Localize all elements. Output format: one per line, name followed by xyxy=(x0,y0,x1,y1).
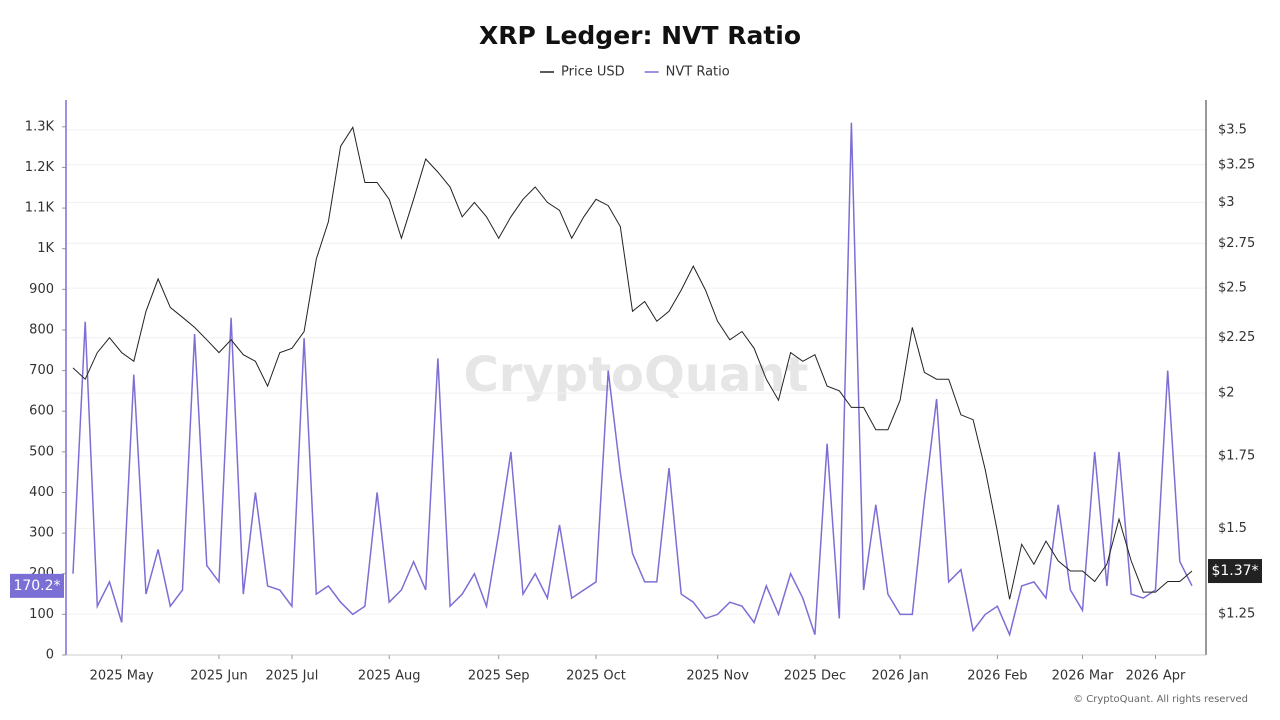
x-tick-label: 2026 Apr xyxy=(1126,669,1186,684)
y2-tick-label: $1.75 xyxy=(1218,448,1255,463)
y2-tick-label: $2.75 xyxy=(1218,236,1255,251)
series-line xyxy=(72,122,1193,638)
current-value-badge xyxy=(1208,559,1262,584)
y2-tick-label: $3.25 xyxy=(1218,157,1255,172)
y-tick-label: 700 xyxy=(29,363,54,378)
y2-tick-label: $1.25 xyxy=(1218,607,1255,622)
y-tick-label: 0 xyxy=(46,648,54,663)
current-value-badge xyxy=(10,573,64,598)
y-tick-label: 800 xyxy=(29,322,54,337)
y-tick-label: 300 xyxy=(29,526,54,541)
y-tick-label: 1K xyxy=(37,241,54,256)
y2-tick-label: $2.5 xyxy=(1218,281,1247,296)
legend-label: NVT Ratio xyxy=(666,65,730,80)
x-tick-label: 2026 Jan xyxy=(871,669,928,684)
y2-tick-label: $3 xyxy=(1218,195,1235,210)
watermark: CryptoQuant xyxy=(464,347,809,403)
series-line xyxy=(72,126,1193,600)
current-value-label: 170.2* xyxy=(13,578,60,594)
x-tick-label: 2025 Nov xyxy=(686,669,749,684)
x-tick-label: 2026 Mar xyxy=(1052,669,1114,684)
x-tick-label: 2026 Feb xyxy=(967,669,1027,684)
y-tick-label: 500 xyxy=(29,444,54,459)
y2-tick-label: $1.5 xyxy=(1218,521,1247,536)
y2-tick-label: $2.25 xyxy=(1218,330,1255,345)
x-tick-label: 2025 Jul xyxy=(265,669,318,684)
footer: © CryptoQuant. All rights reserved xyxy=(1073,694,1248,705)
y2-tick-label: $3.5 xyxy=(1218,122,1247,137)
y-tick-label: 1.2K xyxy=(25,160,55,175)
x-tick-label: 2025 Aug xyxy=(358,669,421,684)
y2-tick-label: $2 xyxy=(1218,386,1235,401)
x-tick-label: 2025 Dec xyxy=(784,669,846,684)
chart-title: XRP Ledger: NVT Ratio xyxy=(479,21,801,50)
y-tick-label: 900 xyxy=(29,282,54,297)
y-tick-label: 1.3K xyxy=(25,119,55,134)
y-tick-label: 100 xyxy=(29,607,54,622)
x-tick-label: 2025 May xyxy=(90,669,154,684)
y-tick-label: 400 xyxy=(29,485,54,500)
x-tick-label: 2025 Jun xyxy=(190,669,248,684)
y-tick-label: 600 xyxy=(29,404,54,419)
y-tick-label: 1.1K xyxy=(25,201,55,216)
x-tick-label: 2025 Oct xyxy=(566,669,626,684)
x-tick-label: 2025 Sep xyxy=(468,669,530,684)
legend-label: Price USD xyxy=(561,65,625,80)
current-value-label: $1.37* xyxy=(1211,563,1258,579)
